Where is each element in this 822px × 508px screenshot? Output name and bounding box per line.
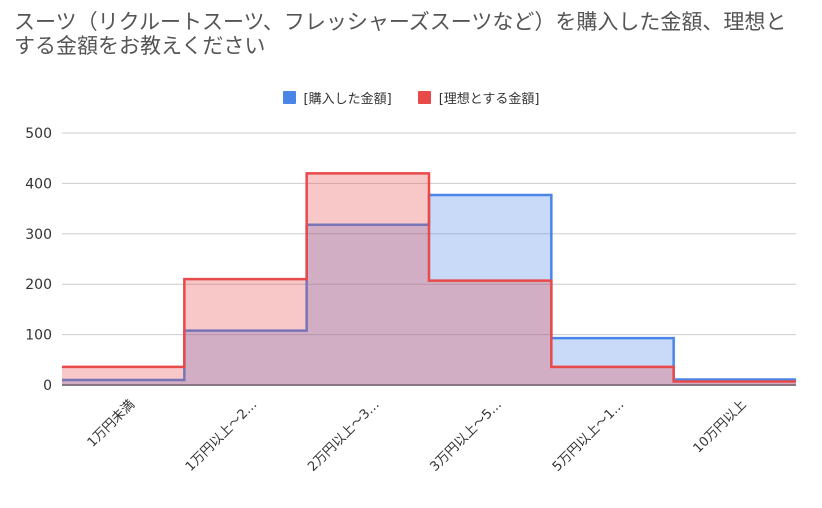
legend-label-purchased: [購入した金額] <box>303 92 392 107</box>
series-area-0 <box>62 194 796 385</box>
legend-swatch-purchased <box>282 91 296 104</box>
x-tick-label: 3万円以上～5… <box>428 397 505 474</box>
y-tick-label: 0 <box>43 378 52 394</box>
series-line-1[interactable] <box>62 172 796 383</box>
legend-label-ideal: [理想とする金額] <box>438 92 540 107</box>
y-tick-label: 400 <box>25 176 52 192</box>
y-tick-label: 500 <box>25 126 52 142</box>
y-tick-label: 100 <box>25 328 52 344</box>
step-point[interactable] <box>62 364 184 370</box>
legend-swatch-ideal <box>417 91 431 104</box>
step-point[interactable] <box>184 276 306 282</box>
step-point[interactable] <box>429 192 551 198</box>
step-point[interactable] <box>551 364 673 370</box>
x-tick-label: 10万円以上 <box>691 397 750 456</box>
x-tick-label: 5万円以上～1… <box>550 397 627 474</box>
legend: [購入した金額] [理想とする金額] <box>0 88 822 107</box>
x-tick-label: 2万円以上～3… <box>305 397 382 474</box>
chart-title: スーツ（リクルートスーツ、フレッシャーズスーツなど）を購入した金額、理想とする金… <box>14 10 787 58</box>
y-tick-label: 300 <box>25 227 52 243</box>
step-point[interactable] <box>551 335 673 341</box>
y-tick-label: 200 <box>25 277 52 293</box>
step-point[interactable] <box>674 378 796 384</box>
step-point[interactable] <box>429 278 551 284</box>
series-areas <box>62 170 796 385</box>
x-tick-label: 1万円未満 <box>85 397 138 450</box>
legend-item-ideal[interactable]: [理想とする金額] <box>417 88 540 107</box>
legend-item-purchased[interactable]: [購入した金額] <box>282 88 392 107</box>
x-axis-ticks: 1万円未満 1万円以上～2… 2万円以上～3… 3万円以上～5… 5万円以上～1… 10万… <box>85 397 750 474</box>
step-point[interactable] <box>307 170 429 176</box>
x-tick-label: 1万円以上～2… <box>183 397 260 474</box>
y-axis-ticks: 0 100 200 300 400 500 <box>25 126 52 394</box>
